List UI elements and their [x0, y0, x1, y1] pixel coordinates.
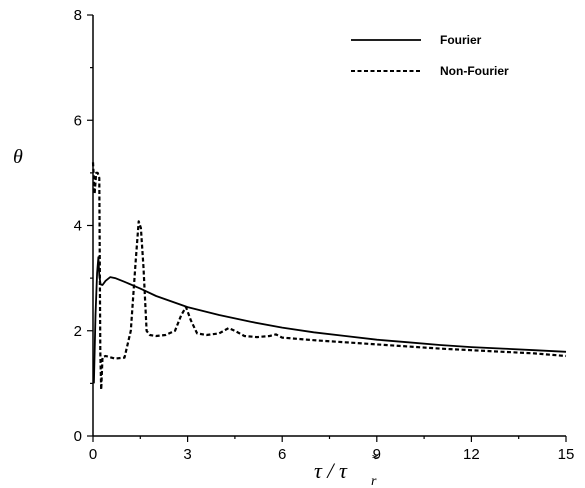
- x-tick-label: 9: [373, 446, 381, 463]
- series-line-non-fourier: [91, 162, 567, 391]
- x-tick-label: 15: [558, 446, 575, 463]
- y-tick-label: 6: [74, 112, 82, 129]
- legend-label-non-fourier: Non-Fourier: [440, 64, 509, 78]
- x-tick-label: 0: [89, 446, 97, 463]
- series-line-fourier: [93, 256, 567, 384]
- y-tick-label: 2: [74, 323, 82, 340]
- y-axis-label: θ: [13, 146, 23, 168]
- plot-area: 0 3 6 9 12 15 0 2 4 6 8: [74, 7, 575, 463]
- x-tick-label: 3: [183, 446, 191, 463]
- y-tick-label: 4: [74, 218, 82, 235]
- y-ticks: 0 2 4 6 8: [74, 7, 93, 445]
- y-tick-label: 8: [74, 7, 82, 24]
- x-tick-label: 6: [278, 446, 286, 463]
- x-axis-label-superscript: *: [371, 452, 378, 467]
- x-ticks: 0 3 6 9 12 15: [89, 436, 575, 463]
- x-tick-label: 12: [463, 446, 480, 463]
- x-axis-label-main: τ / τ: [314, 458, 348, 483]
- series-layer: [91, 162, 567, 391]
- x-axis-label-subscript: r: [371, 474, 377, 488]
- legend-label-fourier: Fourier: [440, 33, 482, 47]
- x-axis-label: τ / τ r *: [314, 452, 378, 488]
- legend: Fourier Non-Fourier: [351, 33, 509, 78]
- y-tick-label: 0: [74, 428, 82, 445]
